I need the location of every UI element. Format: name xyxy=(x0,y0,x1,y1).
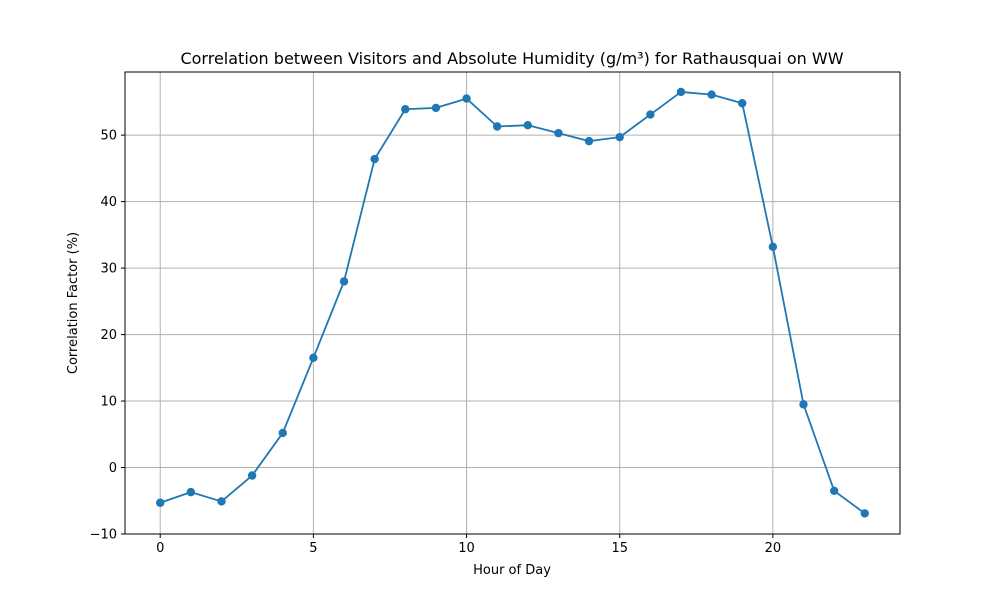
data-point xyxy=(676,87,686,97)
data-point xyxy=(615,132,624,142)
data-point xyxy=(554,128,563,138)
y-tick-label: 0 xyxy=(109,461,117,476)
data-point xyxy=(768,242,778,252)
data-point xyxy=(646,110,655,119)
chart-title: Correlation between Visitors and Absolut… xyxy=(180,49,843,68)
data-point xyxy=(186,487,196,497)
data-point xyxy=(401,105,410,114)
data-point xyxy=(247,471,257,480)
x-tick-label: 15 xyxy=(611,541,628,556)
data-point xyxy=(799,400,808,409)
plot-frame xyxy=(124,71,901,535)
data-point xyxy=(339,277,349,286)
y-tick-label: 40 xyxy=(100,195,117,210)
data-point xyxy=(492,122,502,131)
y-tick-label: 20 xyxy=(100,328,117,343)
data-point xyxy=(431,103,441,113)
y-tick-label: −10 xyxy=(90,528,117,543)
x-tick-label: 0 xyxy=(156,541,164,556)
data-point xyxy=(370,154,379,164)
y-axis-title: Correlation Factor (%) xyxy=(66,232,81,374)
data-point xyxy=(707,90,716,99)
series-layer xyxy=(156,87,869,518)
data-point xyxy=(523,120,533,130)
data-point xyxy=(584,136,594,146)
series-line xyxy=(159,91,866,515)
data-point xyxy=(217,497,226,506)
x-tick-label: 20 xyxy=(765,541,782,556)
data-point xyxy=(829,486,839,495)
axis-ticks: 0 5 10 15 20 −10 0 10 20 30 40 50 xyxy=(90,129,782,556)
x-tick-label: 5 xyxy=(309,541,317,556)
y-tick-label: 50 xyxy=(100,129,117,144)
data-point xyxy=(860,509,869,518)
data-point xyxy=(309,353,318,363)
y-tick-label: 10 xyxy=(100,395,117,410)
data-point xyxy=(156,498,165,507)
x-axis-title: Hour of Day xyxy=(473,563,551,578)
data-point xyxy=(462,94,471,103)
y-tick-label: 30 xyxy=(100,262,117,277)
data-point xyxy=(738,99,747,108)
x-tick-label: 10 xyxy=(458,541,475,556)
data-point xyxy=(278,428,287,438)
